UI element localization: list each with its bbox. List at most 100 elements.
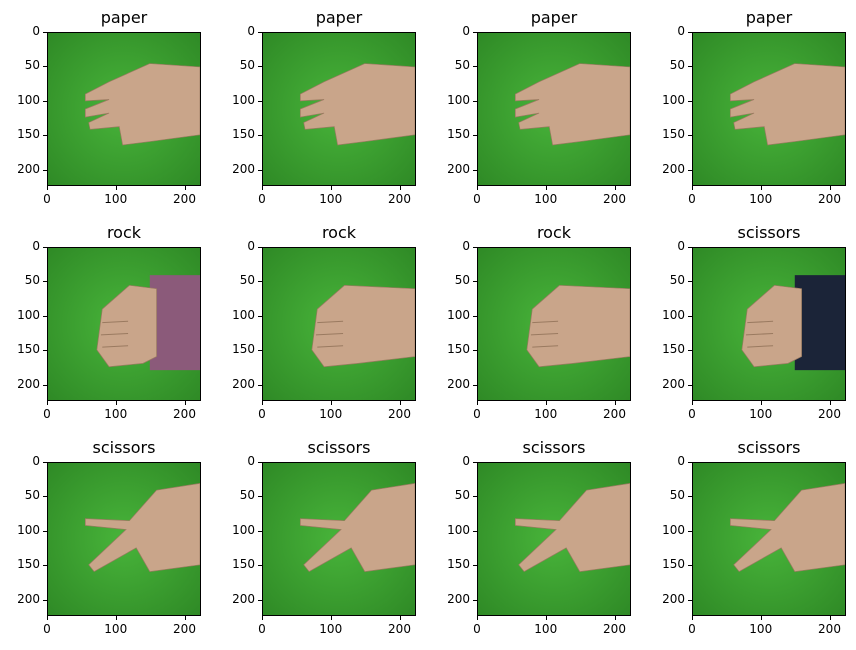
y-tick-mark <box>688 100 692 102</box>
y-tick-mark <box>258 169 262 171</box>
y-tick-label: 100 <box>447 307 470 322</box>
hand-image <box>477 32 631 186</box>
y-tick-mark <box>688 66 692 68</box>
y-tick-mark <box>43 315 47 317</box>
y-tick-label: 50 <box>239 273 255 288</box>
y-tick-label: 200 <box>17 376 40 391</box>
x-tick-mark <box>262 401 263 405</box>
y-tick-mark <box>258 530 262 532</box>
y-tick-label: 200 <box>662 161 685 176</box>
x-tick-label: 200 <box>388 192 411 206</box>
y-tick-label: 150 <box>17 342 40 357</box>
x-tick-mark <box>760 616 762 620</box>
y-tick-label: 200 <box>17 591 40 606</box>
y-tick-label: 100 <box>447 92 470 107</box>
x-tick-label: 0 <box>258 407 266 421</box>
x-tick-label: 0 <box>688 407 696 421</box>
y-tick-label: 150 <box>232 342 255 357</box>
y-tick-mark <box>43 350 47 352</box>
x-tick-mark <box>330 616 332 620</box>
panel-title: paper <box>100 8 148 27</box>
y-tick-label: 0 <box>677 454 685 468</box>
y-tick-label: 50 <box>24 58 40 73</box>
y-tick-label: 150 <box>232 127 255 142</box>
y-tick-label: 150 <box>447 557 470 572</box>
y-tick-mark <box>688 350 692 352</box>
hand-image <box>47 247 201 401</box>
x-tick-label: 200 <box>818 192 841 206</box>
y-tick-mark <box>688 247 692 248</box>
x-tick-mark <box>399 186 401 190</box>
y-tick-label: 100 <box>662 522 685 537</box>
x-tick-mark <box>829 186 831 190</box>
x-tick-mark <box>829 616 831 620</box>
y-tick-label: 100 <box>17 92 40 107</box>
y-tick-mark <box>473 565 477 567</box>
x-tick-label: 200 <box>818 622 841 636</box>
y-tick-label: 200 <box>17 161 40 176</box>
y-tick-label: 150 <box>17 127 40 142</box>
y-tick-label: 100 <box>232 92 255 107</box>
panel-title: scissors <box>522 438 586 457</box>
y-tick-mark <box>258 281 262 283</box>
y-tick-label: 50 <box>239 58 255 73</box>
x-tick-label: 100 <box>104 622 128 636</box>
y-tick-label: 100 <box>662 92 685 107</box>
y-tick-mark <box>43 565 47 567</box>
x-tick-mark <box>115 186 117 190</box>
y-tick-mark <box>258 496 262 498</box>
y-tick-mark <box>473 32 477 33</box>
hand-image <box>47 32 201 186</box>
hand-image <box>262 462 416 616</box>
y-tick-mark <box>43 135 47 137</box>
y-tick-label: 50 <box>669 273 685 288</box>
y-tick-mark <box>43 384 47 386</box>
y-tick-mark <box>43 100 47 102</box>
y-tick-label: 0 <box>32 454 40 468</box>
x-tick-mark <box>262 616 263 620</box>
x-tick-mark <box>692 401 693 405</box>
panel-title: paper <box>745 8 793 27</box>
y-tick-mark <box>473 247 477 248</box>
x-tick-label: 200 <box>818 407 841 421</box>
x-tick-mark <box>692 186 693 190</box>
y-tick-label: 50 <box>24 488 40 503</box>
x-tick-mark <box>614 401 616 405</box>
y-tick-label: 50 <box>454 488 470 503</box>
y-tick-mark <box>43 530 47 532</box>
y-tick-label: 100 <box>232 522 255 537</box>
x-tick-label: 100 <box>319 192 343 206</box>
x-tick-mark <box>760 186 762 190</box>
x-tick-label: 100 <box>104 407 128 421</box>
x-tick-mark <box>115 401 117 405</box>
y-tick-mark <box>688 281 692 283</box>
y-tick-mark <box>688 169 692 171</box>
x-tick-label: 0 <box>43 192 51 206</box>
panel-title: rock <box>106 223 142 242</box>
x-tick-label: 0 <box>473 622 481 636</box>
hand-image <box>262 247 416 401</box>
y-tick-mark <box>473 100 477 102</box>
y-tick-mark <box>258 247 262 248</box>
y-tick-label: 50 <box>24 273 40 288</box>
panel-title: paper <box>315 8 363 27</box>
y-tick-label: 0 <box>677 24 685 38</box>
hand-image <box>477 462 631 616</box>
y-tick-mark <box>473 281 477 283</box>
y-tick-label: 50 <box>454 273 470 288</box>
y-tick-mark <box>473 530 477 532</box>
x-tick-label: 100 <box>534 407 558 421</box>
x-tick-label: 100 <box>534 192 558 206</box>
x-tick-label: 200 <box>388 407 411 421</box>
y-tick-label: 150 <box>447 342 470 357</box>
y-tick-mark <box>688 315 692 317</box>
y-tick-label: 150 <box>662 557 685 572</box>
x-tick-mark <box>614 616 616 620</box>
y-tick-label: 50 <box>239 488 255 503</box>
x-tick-label: 0 <box>43 622 51 636</box>
y-tick-mark <box>688 496 692 498</box>
x-tick-mark <box>47 401 48 405</box>
hand-image <box>692 32 846 186</box>
y-tick-mark <box>43 169 47 171</box>
x-tick-label: 0 <box>688 192 696 206</box>
